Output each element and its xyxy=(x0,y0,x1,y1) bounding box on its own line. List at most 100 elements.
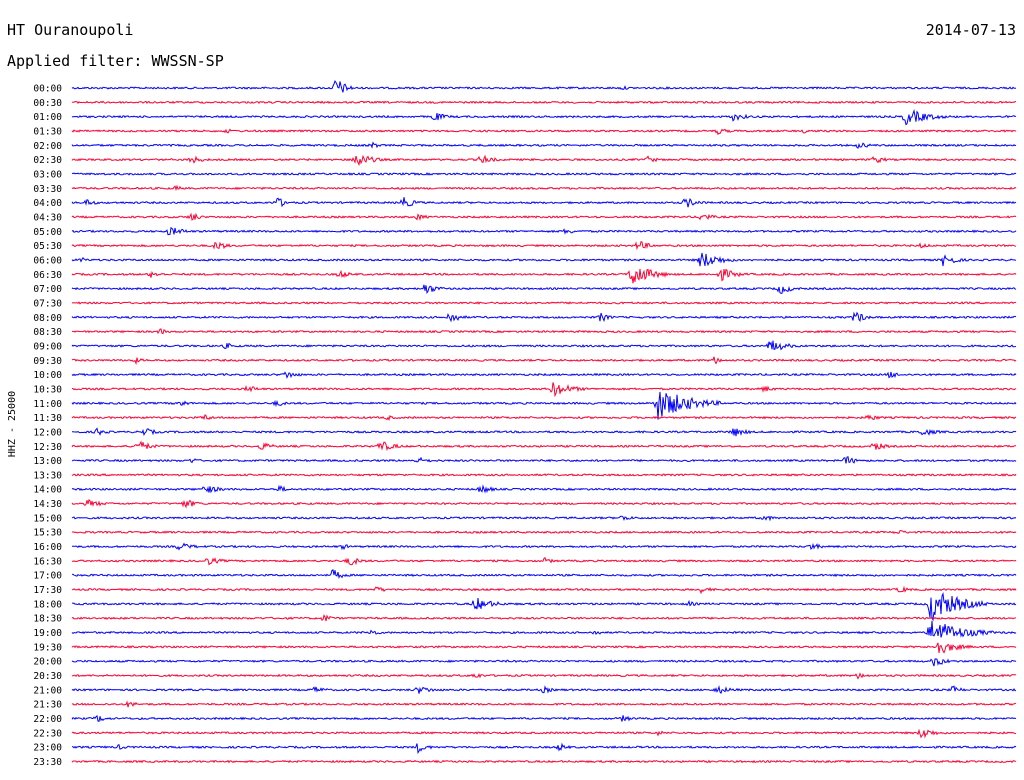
trace-row-1600 xyxy=(72,542,1017,551)
trace-row-1800 xyxy=(71,591,1017,622)
row-time-label: 07:00 xyxy=(33,284,62,295)
trace-row-0000 xyxy=(71,80,1017,93)
row-time-label: 09:30 xyxy=(33,356,62,367)
record-date: 2014-07-13 xyxy=(926,21,1016,39)
row-time-label: 06:30 xyxy=(33,270,62,281)
row-time-label: 15:30 xyxy=(33,528,62,539)
trace-row-1730 xyxy=(71,585,1017,595)
row-time-label: 13:00 xyxy=(33,456,62,467)
row-time-label: 06:00 xyxy=(33,255,62,266)
trace-row-0930 xyxy=(71,356,1017,366)
trace-row-1530 xyxy=(71,530,1017,535)
row-time-label: 17:30 xyxy=(33,585,62,596)
trace-row-1100 xyxy=(71,391,1017,420)
trace-row-0800 xyxy=(71,311,1017,323)
trace-row-0030 xyxy=(71,100,1016,105)
y-axis-label: HHZ - 25000 xyxy=(7,391,18,457)
trace-row-0600 xyxy=(71,252,1017,267)
row-time-label: 18:00 xyxy=(33,599,62,610)
row-time-label: 17:00 xyxy=(33,571,62,582)
row-time-label: 05:00 xyxy=(33,227,62,238)
trace-row-0500 xyxy=(71,226,1017,236)
trace-row-2200 xyxy=(71,714,1017,723)
row-time-label: 00:00 xyxy=(33,84,62,95)
row-time-label: 11:30 xyxy=(33,413,62,424)
trace-row-1830 xyxy=(71,614,1017,622)
trace-row-2000 xyxy=(71,658,1017,667)
row-time-label: 11:00 xyxy=(33,399,62,410)
row-time-label: 19:30 xyxy=(33,642,62,653)
row-time-label: 08:30 xyxy=(33,327,62,338)
trace-row-2300 xyxy=(71,742,1017,755)
row-time-label: 09:00 xyxy=(33,341,62,352)
row-time-label: 01:00 xyxy=(33,112,62,123)
row-time-label: 03:30 xyxy=(33,184,62,195)
trace-row-0400 xyxy=(71,197,1017,208)
trace-row-0630 xyxy=(71,268,1017,284)
trace-row-1900 xyxy=(71,620,1017,638)
row-time-label: 04:00 xyxy=(33,198,62,209)
trace-row-0300 xyxy=(71,172,1017,176)
station-name: HT Ouranoupoli xyxy=(7,21,133,39)
row-time-label: 19:00 xyxy=(33,628,62,639)
row-time-label: 20:30 xyxy=(33,671,62,682)
trace-row-1000 xyxy=(71,371,1017,379)
trace-row-1200 xyxy=(72,427,1017,437)
trace-row-0430 xyxy=(71,212,1017,221)
trace-row-1430 xyxy=(71,498,1017,509)
trace-row-2030 xyxy=(71,672,1017,680)
trace-row-0830 xyxy=(71,328,1017,335)
row-time-label: 20:00 xyxy=(33,657,62,668)
row-time-label: 21:30 xyxy=(33,700,62,711)
trace-row-1400 xyxy=(71,484,1017,494)
trace-row-2130 xyxy=(71,700,1016,708)
trace-row-1500 xyxy=(71,515,1017,522)
trace-row-0200 xyxy=(71,141,1017,149)
trace-rows: 00:00 00:30 01:00 01:30 02:00 02:30 03:00 03:30… xyxy=(33,80,1017,768)
trace-row-2330 xyxy=(71,759,1017,764)
row-time-label: 22:30 xyxy=(33,728,62,739)
row-time-label: 07:30 xyxy=(33,298,62,309)
row-time-label: 16:30 xyxy=(33,556,62,567)
row-time-label: 18:30 xyxy=(33,614,62,625)
trace-row-0100 xyxy=(71,109,1017,126)
row-time-label: 12:30 xyxy=(33,442,62,453)
trace-row-2230 xyxy=(71,728,1017,739)
trace-row-1300 xyxy=(71,456,1017,464)
trace-row-0730 xyxy=(71,301,1017,305)
trace-row-0530 xyxy=(71,241,1017,251)
row-time-label: 14:00 xyxy=(33,485,62,496)
trace-row-1230 xyxy=(71,440,1017,452)
row-time-label: 10:30 xyxy=(33,384,62,395)
row-time-label: 02:00 xyxy=(33,141,62,152)
row-time-label: 12:00 xyxy=(33,427,62,438)
row-time-label: 13:30 xyxy=(33,470,62,481)
row-time-label: 15:00 xyxy=(33,513,62,524)
row-time-label: 02:30 xyxy=(33,155,62,166)
trace-row-0900 xyxy=(71,340,1017,351)
row-time-label: 08:00 xyxy=(33,313,62,324)
trace-row-1030 xyxy=(71,382,1017,398)
trace-row-1700 xyxy=(71,569,1017,579)
row-time-label: 22:00 xyxy=(33,714,62,725)
trace-row-0700 xyxy=(71,284,1017,295)
trace-row-1930 xyxy=(71,642,1017,654)
row-time-label: 23:30 xyxy=(33,757,62,768)
row-time-label: 16:00 xyxy=(33,542,62,553)
row-time-label: 23:00 xyxy=(33,743,62,754)
row-time-label: 00:30 xyxy=(33,98,62,109)
row-time-label: 03:00 xyxy=(33,169,62,180)
trace-row-1630 xyxy=(71,556,1017,566)
row-time-label: 05:30 xyxy=(33,241,62,252)
row-time-label: 01:30 xyxy=(33,126,62,137)
trace-row-1330 xyxy=(71,473,1017,477)
row-time-label: 21:00 xyxy=(33,685,62,696)
row-time-label: 14:30 xyxy=(33,499,62,510)
filter-label: Applied filter: WWSSN-SP xyxy=(7,52,224,70)
trace-row-0330 xyxy=(71,184,1017,192)
trace-row-0130 xyxy=(71,128,1017,136)
trace-row-2100 xyxy=(71,684,1017,695)
row-time-label: 10:00 xyxy=(33,370,62,381)
row-time-label: 04:30 xyxy=(33,212,62,223)
